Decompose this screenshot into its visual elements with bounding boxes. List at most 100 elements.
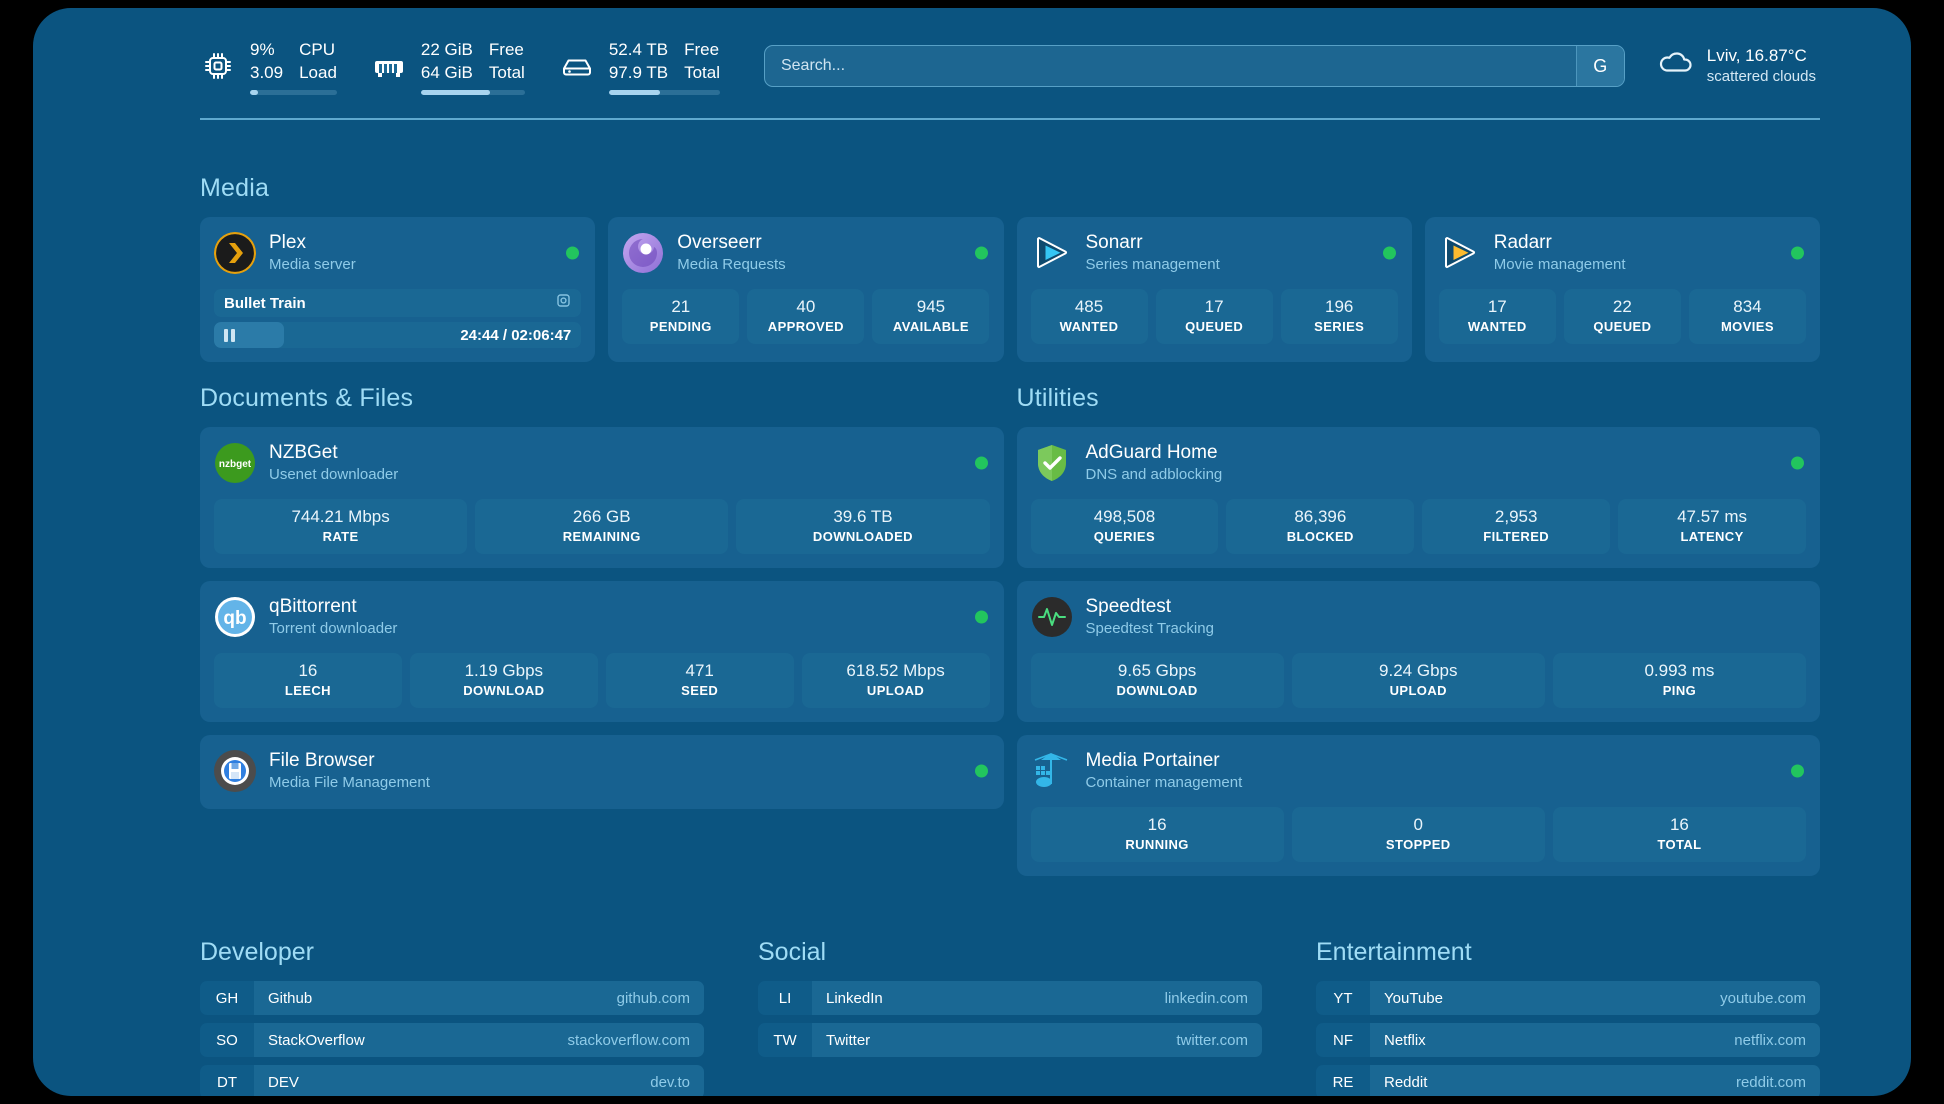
service-card-adguard-home[interactable]: AdGuard Home DNS and adblocking 498,508 … — [1016, 427, 1820, 568]
stat-key: QUEUED — [1185, 319, 1244, 334]
bookmark-item[interactable]: DT DEV dev.to — [200, 1065, 704, 1096]
status-indicator — [974, 246, 988, 260]
search-input[interactable] — [764, 46, 1576, 86]
bookmark-item[interactable]: NF Netflix netflix.com — [1316, 1023, 1820, 1057]
stat-key: TOTAL — [1657, 837, 1702, 852]
service-card-media-portainer[interactable]: Media Portainer Container management 16 … — [1016, 735, 1820, 876]
bookmark-item[interactable]: GH Github github.com — [200, 981, 704, 1015]
bookmark-name: Reddit — [1384, 1073, 1428, 1091]
stat-value: 21 — [671, 297, 691, 316]
weather-location-temp: Lviv, 16.87°C — [1706, 46, 1807, 65]
status-indicator — [974, 456, 988, 470]
stat-key: UPLOAD — [866, 683, 925, 698]
card-subtitle: Media File Management — [269, 774, 430, 791]
service-card-qbittorrent[interactable]: qb qBittorrent Torrent downloader 16 LEE… — [200, 581, 1004, 722]
bookmark-item[interactable]: LI LinkedIn linkedin.com — [758, 981, 1262, 1015]
stat-value: 39.6 TB — [833, 507, 893, 526]
stat-value: 22 — [1612, 297, 1632, 316]
card-title: Radarr — [1493, 232, 1552, 253]
stat-latency: 47.57 ms LATENCY — [1618, 499, 1806, 554]
bookmark-group-entertainment: Entertainment YT YouTube youtube.com NF … — [1316, 938, 1820, 1096]
bookmark-item[interactable]: YT YouTube youtube.com — [1316, 981, 1820, 1015]
card-stats-row: 21 PENDING 40 APPROVED 945 AVAILABLE — [622, 289, 990, 344]
stat-key: WANTED — [1059, 319, 1119, 334]
bookmark-group-title: Social — [758, 938, 827, 966]
resource-value-secondary: 3.09 — [250, 62, 284, 82]
stat-value: 17 — [1487, 297, 1507, 316]
stat-value: 47.57 ms — [1677, 507, 1748, 526]
stat-key: REMAINING — [562, 529, 641, 544]
stat-running: 16 RUNNING — [1030, 807, 1284, 862]
stat-blocked: 86,396 BLOCKED — [1226, 499, 1415, 554]
stat-series: 196 SERIES — [1280, 289, 1398, 344]
bookmark-item[interactable]: RE Reddit reddit.com — [1316, 1065, 1820, 1096]
stat-value: 86,396 — [1294, 507, 1347, 526]
bookmark-item[interactable]: TW Twitter twitter.com — [758, 1023, 1262, 1057]
bookmark-list: YT YouTube youtube.com NF Netflix netfli… — [1316, 981, 1820, 1096]
plex-logo — [214, 232, 256, 274]
stat-key: UPLOAD — [1389, 683, 1447, 698]
bookmark-name: StackOverflow — [268, 1031, 365, 1049]
stat-queries: 498,508 QUERIES — [1030, 499, 1219, 554]
card-header: Plex Media server — [214, 229, 581, 277]
card-title: AdGuard Home — [1085, 442, 1218, 463]
stat-key: SEED — [681, 683, 719, 698]
resource-stat-body: 52.4 TB 97.9 TB Free Total — [608, 38, 720, 95]
stat-value: 498,508 — [1093, 507, 1156, 526]
memory-icon — [371, 48, 407, 84]
service-card-speedtest[interactable]: Speedtest Speedtest Tracking 9.65 Gbps D… — [1016, 581, 1820, 722]
card-header: File Browser Media File Management — [214, 747, 990, 795]
resource-label-primary: CPU — [299, 39, 335, 59]
stat-value: 1.19 Gbps — [464, 661, 544, 680]
stat-key: RATE — [322, 529, 359, 544]
adguard-logo — [1031, 442, 1073, 484]
stat-value: 266 GB — [572, 507, 631, 526]
stat-key: STOPPED — [1385, 837, 1451, 852]
search-bar[interactable]: G — [763, 45, 1625, 87]
card-subtitle: Container management — [1085, 774, 1243, 791]
search-engine-button[interactable]: G — [1575, 46, 1624, 86]
svg-text:nzbget: nzbget — [219, 459, 252, 470]
resource-value-primary: 9% — [250, 39, 275, 59]
pause-icon[interactable] — [224, 328, 235, 342]
card-stats-row: 16 RUNNING 0 STOPPED 16 TOTAL — [1030, 807, 1807, 862]
speedtest-logo — [1031, 596, 1073, 638]
bookmark-item[interactable]: SO StackOverflow stackoverflow.com — [200, 1023, 704, 1057]
service-card-radarr[interactable]: Radarr Movie management 17 WANTED 22 QUE… — [1424, 217, 1820, 362]
card-stats-row: 744.21 Mbps RATE 266 GB REMAINING 39.6 T… — [214, 499, 990, 554]
status-indicator — [1791, 456, 1804, 470]
weather-widget: Lviv, 16.87°C scattered clouds — [1655, 45, 1816, 87]
resource-progress-bar — [250, 89, 337, 95]
stat-wanted: 485 WANTED — [1030, 289, 1148, 344]
bookmark-url: youtube.com — [1720, 989, 1806, 1007]
utilities-column: Utilities AdGuard Home DNS and adblockin… — [1016, 384, 1820, 876]
section-title-utilities: Utilities — [1016, 384, 1099, 412]
bookmark-group-title: Developer — [200, 938, 314, 966]
service-card-overseerr[interactable]: Overseerr Media Requests 21 PENDING 40 A… — [608, 217, 1004, 362]
stat-key: QUEUED — [1593, 319, 1652, 334]
resource-stat-disk: 52.4 TB 97.9 TB Free Total — [559, 38, 720, 95]
service-card-nzbget[interactable]: nzbget NZBGet Usenet downloader 744.21 M… — [200, 427, 1004, 568]
bookmark-abbreviation: TW — [758, 1023, 812, 1057]
bookmark-url: dev.to — [650, 1073, 690, 1091]
card-stats-row: 17 WANTED 22 QUEUED 834 MOVIES — [1438, 289, 1806, 344]
service-card-plex[interactable]: Plex Media server Bullet Train 24:44 / 0… — [200, 217, 596, 362]
bookmark-abbreviation: YT — [1316, 981, 1370, 1015]
card-stats-row: 9.65 Gbps DOWNLOAD 9.24 Gbps UPLOAD 0.99… — [1030, 653, 1807, 708]
service-card-sonarr[interactable]: Sonarr Series management 485 WANTED 17 Q… — [1016, 217, 1412, 362]
bookmark-abbreviation: DT — [200, 1065, 254, 1096]
portainer-logo — [1031, 750, 1073, 792]
stat-available: 945 AVAILABLE — [872, 289, 990, 344]
status-indicator — [1791, 246, 1804, 260]
settings-icon[interactable] — [556, 293, 571, 313]
dashboard-page: 9% 3.09 CPU Load 22 GiB 64 GiB Free Tota — [33, 8, 1911, 1096]
documents-column: Documents & Files nzbget NZBGet Usenet d… — [200, 384, 1004, 876]
resource-progress-bar — [608, 89, 720, 95]
documents-card-list: nzbget NZBGet Usenet downloader 744.21 M… — [200, 427, 1004, 809]
resource-value-secondary: 64 GiB — [420, 62, 473, 82]
card-header: nzbget NZBGet Usenet downloader — [214, 439, 990, 487]
now-playing-progress[interactable]: 24:44 / 02:06:47 — [214, 322, 582, 348]
stat-value: 16 — [1669, 815, 1689, 834]
bookmark-name: DEV — [268, 1073, 299, 1091]
service-card-file-browser[interactable]: File Browser Media File Management — [200, 735, 1004, 809]
